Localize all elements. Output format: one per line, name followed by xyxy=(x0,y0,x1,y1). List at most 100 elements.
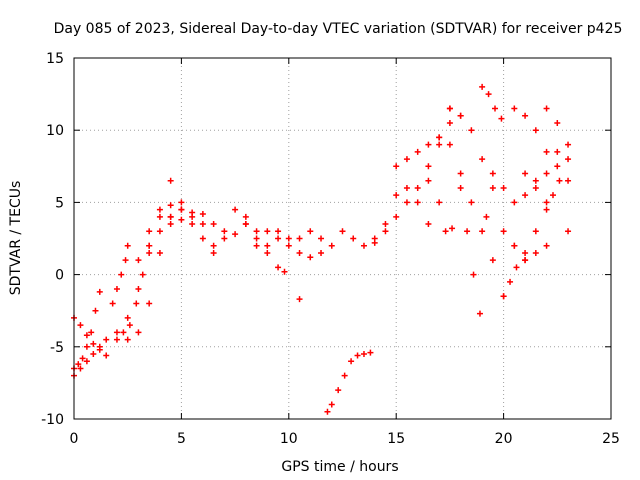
data-point xyxy=(83,343,90,350)
series-track-x xyxy=(479,83,505,122)
data-point xyxy=(133,300,140,307)
data-point xyxy=(275,228,282,235)
data-point xyxy=(135,286,142,293)
y-tick-label: 10 xyxy=(46,123,64,139)
data-point xyxy=(532,177,539,184)
x-tick-label: 15 xyxy=(387,431,405,447)
data-point xyxy=(341,372,348,379)
data-point xyxy=(96,288,103,295)
data-point xyxy=(318,235,325,242)
data-point xyxy=(446,105,453,112)
series-track-s xyxy=(393,105,464,170)
data-point xyxy=(414,199,421,206)
data-point xyxy=(436,199,443,206)
data-point xyxy=(446,119,453,126)
data-point xyxy=(109,300,116,307)
data-point xyxy=(92,307,99,314)
data-point xyxy=(156,213,163,220)
chart-title: Day 085 of 2023, Sidereal Day-to-day VTE… xyxy=(54,21,623,37)
data-point xyxy=(479,83,486,90)
data-point xyxy=(146,300,153,307)
data-point xyxy=(296,235,303,242)
series-track-ac xyxy=(543,105,572,148)
data-point xyxy=(146,242,153,249)
data-point xyxy=(178,216,185,223)
data-point xyxy=(425,141,432,148)
data-point xyxy=(210,249,217,256)
data-point xyxy=(543,170,550,177)
data-point xyxy=(425,163,432,170)
data-point xyxy=(281,268,288,275)
series-track-ad xyxy=(500,257,529,300)
data-point xyxy=(522,257,529,264)
y-axis-title: SDTVAR / TECUs xyxy=(8,181,24,296)
ticks: 0 5 10 15 20 25 -10 -5 0 5 10 15 xyxy=(41,51,620,447)
series-track-g xyxy=(124,199,185,343)
data-point xyxy=(354,352,361,359)
data-point xyxy=(328,401,335,408)
data-point xyxy=(275,235,282,242)
series-track-a xyxy=(71,288,103,372)
x-tick-label: 10 xyxy=(280,431,298,447)
data-point xyxy=(135,329,142,336)
data-point xyxy=(554,163,561,170)
data-point xyxy=(470,271,477,278)
data-point xyxy=(324,408,331,415)
data-point xyxy=(210,242,217,249)
series-track-r xyxy=(382,134,443,235)
series-track-z xyxy=(500,228,550,256)
y-tick-label: 0 xyxy=(55,268,64,284)
data-point xyxy=(367,349,374,356)
data-point xyxy=(393,163,400,170)
data-point xyxy=(446,141,453,148)
series-track-t xyxy=(446,105,496,191)
data-point xyxy=(511,242,518,249)
data-point xyxy=(307,228,314,235)
data-point xyxy=(178,206,185,213)
series-track-o xyxy=(296,228,378,249)
data-point xyxy=(468,127,475,134)
data-point xyxy=(189,209,196,216)
data-point xyxy=(83,358,90,365)
data-point xyxy=(296,249,303,256)
data-point xyxy=(285,235,292,242)
data-point xyxy=(511,105,518,112)
series-track-k xyxy=(210,221,271,249)
data-point xyxy=(232,206,239,213)
data-point xyxy=(489,170,496,177)
data-point xyxy=(532,228,539,235)
data-point xyxy=(449,225,456,232)
data-point xyxy=(489,184,496,191)
data-point xyxy=(335,387,342,394)
data-point xyxy=(77,322,84,329)
data-point xyxy=(543,206,550,213)
data-point xyxy=(554,148,561,155)
data-point xyxy=(436,141,443,148)
x-tick-label: 20 xyxy=(495,431,513,447)
data-point xyxy=(199,235,206,242)
data-point xyxy=(565,177,572,184)
data-point xyxy=(156,249,163,256)
data-point xyxy=(189,221,196,228)
data-point xyxy=(167,213,174,220)
x-tick-label: 25 xyxy=(602,431,620,447)
data-point xyxy=(264,242,271,249)
data-point xyxy=(124,336,131,343)
data-point xyxy=(382,228,389,235)
data-point xyxy=(479,228,486,235)
y-tick-label: -10 xyxy=(41,412,64,428)
x-tick-label: 5 xyxy=(177,431,186,447)
data-point xyxy=(264,249,271,256)
data-point xyxy=(476,310,483,317)
data-point xyxy=(507,278,514,285)
data-point xyxy=(307,254,314,261)
data-point xyxy=(221,235,228,242)
data-point xyxy=(403,156,410,163)
data-point xyxy=(468,199,475,206)
data-point xyxy=(436,134,443,141)
data-point xyxy=(554,119,561,126)
data-point xyxy=(565,141,572,148)
series-track-u xyxy=(446,141,490,317)
data-point xyxy=(513,264,520,271)
